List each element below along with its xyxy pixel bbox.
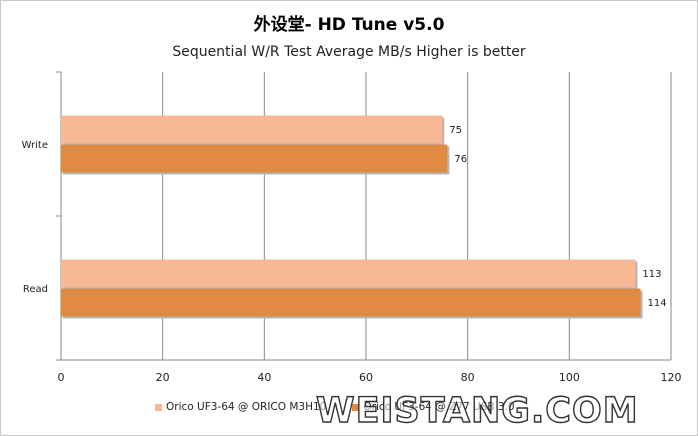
x-tick-label-20: 20 (156, 371, 170, 384)
data-label-read-series-1: 113 (642, 269, 661, 280)
x-tick-label-0: 0 (58, 371, 65, 384)
legend: Orico UF3-64 @ ORICO M3H10 Orico UF3-64 … (155, 401, 515, 413)
data-label-read-series-2: 114 (648, 298, 667, 309)
category-label-write: Write (22, 140, 48, 151)
x-tick-label-60: 60 (359, 371, 373, 384)
bar-read-series-2 (61, 288, 641, 317)
bar-write-series-2 (61, 144, 448, 173)
category-label-read: Read (23, 284, 48, 295)
bar-write-series-1 (61, 115, 443, 144)
legend-swatch-series-2 (352, 403, 360, 411)
x-tick-label-120: 120 (661, 371, 682, 384)
x-tick-label-40: 40 (257, 371, 271, 384)
watermark: WEISTANG.COM (315, 390, 639, 431)
bar-read-series-1 (61, 259, 636, 288)
legend-swatch-series-1 (155, 403, 162, 411)
x-tick-label-80: 80 (461, 371, 475, 384)
legend-label-series-1: Orico UF3-64 @ ORICO M3H10 (166, 401, 327, 413)
legend-item-series-1: Orico UF3-64 @ ORICO M3H10 (155, 401, 326, 413)
data-label-write-series-1: 75 (449, 125, 462, 136)
x-tick-label-100: 100 (559, 371, 580, 384)
legend-item-series-2: Orico UF3-64 @ Z77 USB 3.0 (352, 401, 515, 413)
data-label-write-series-2: 76 (454, 154, 467, 165)
chart-subtitle: Sequential W/R Test Average MB/s Higher … (172, 44, 526, 60)
legend-label-series-2: Orico UF3-64 @ Z77 USB 3.0 (363, 401, 515, 413)
chart-title: 外设堂- HD Tune v5.0 (253, 15, 445, 35)
